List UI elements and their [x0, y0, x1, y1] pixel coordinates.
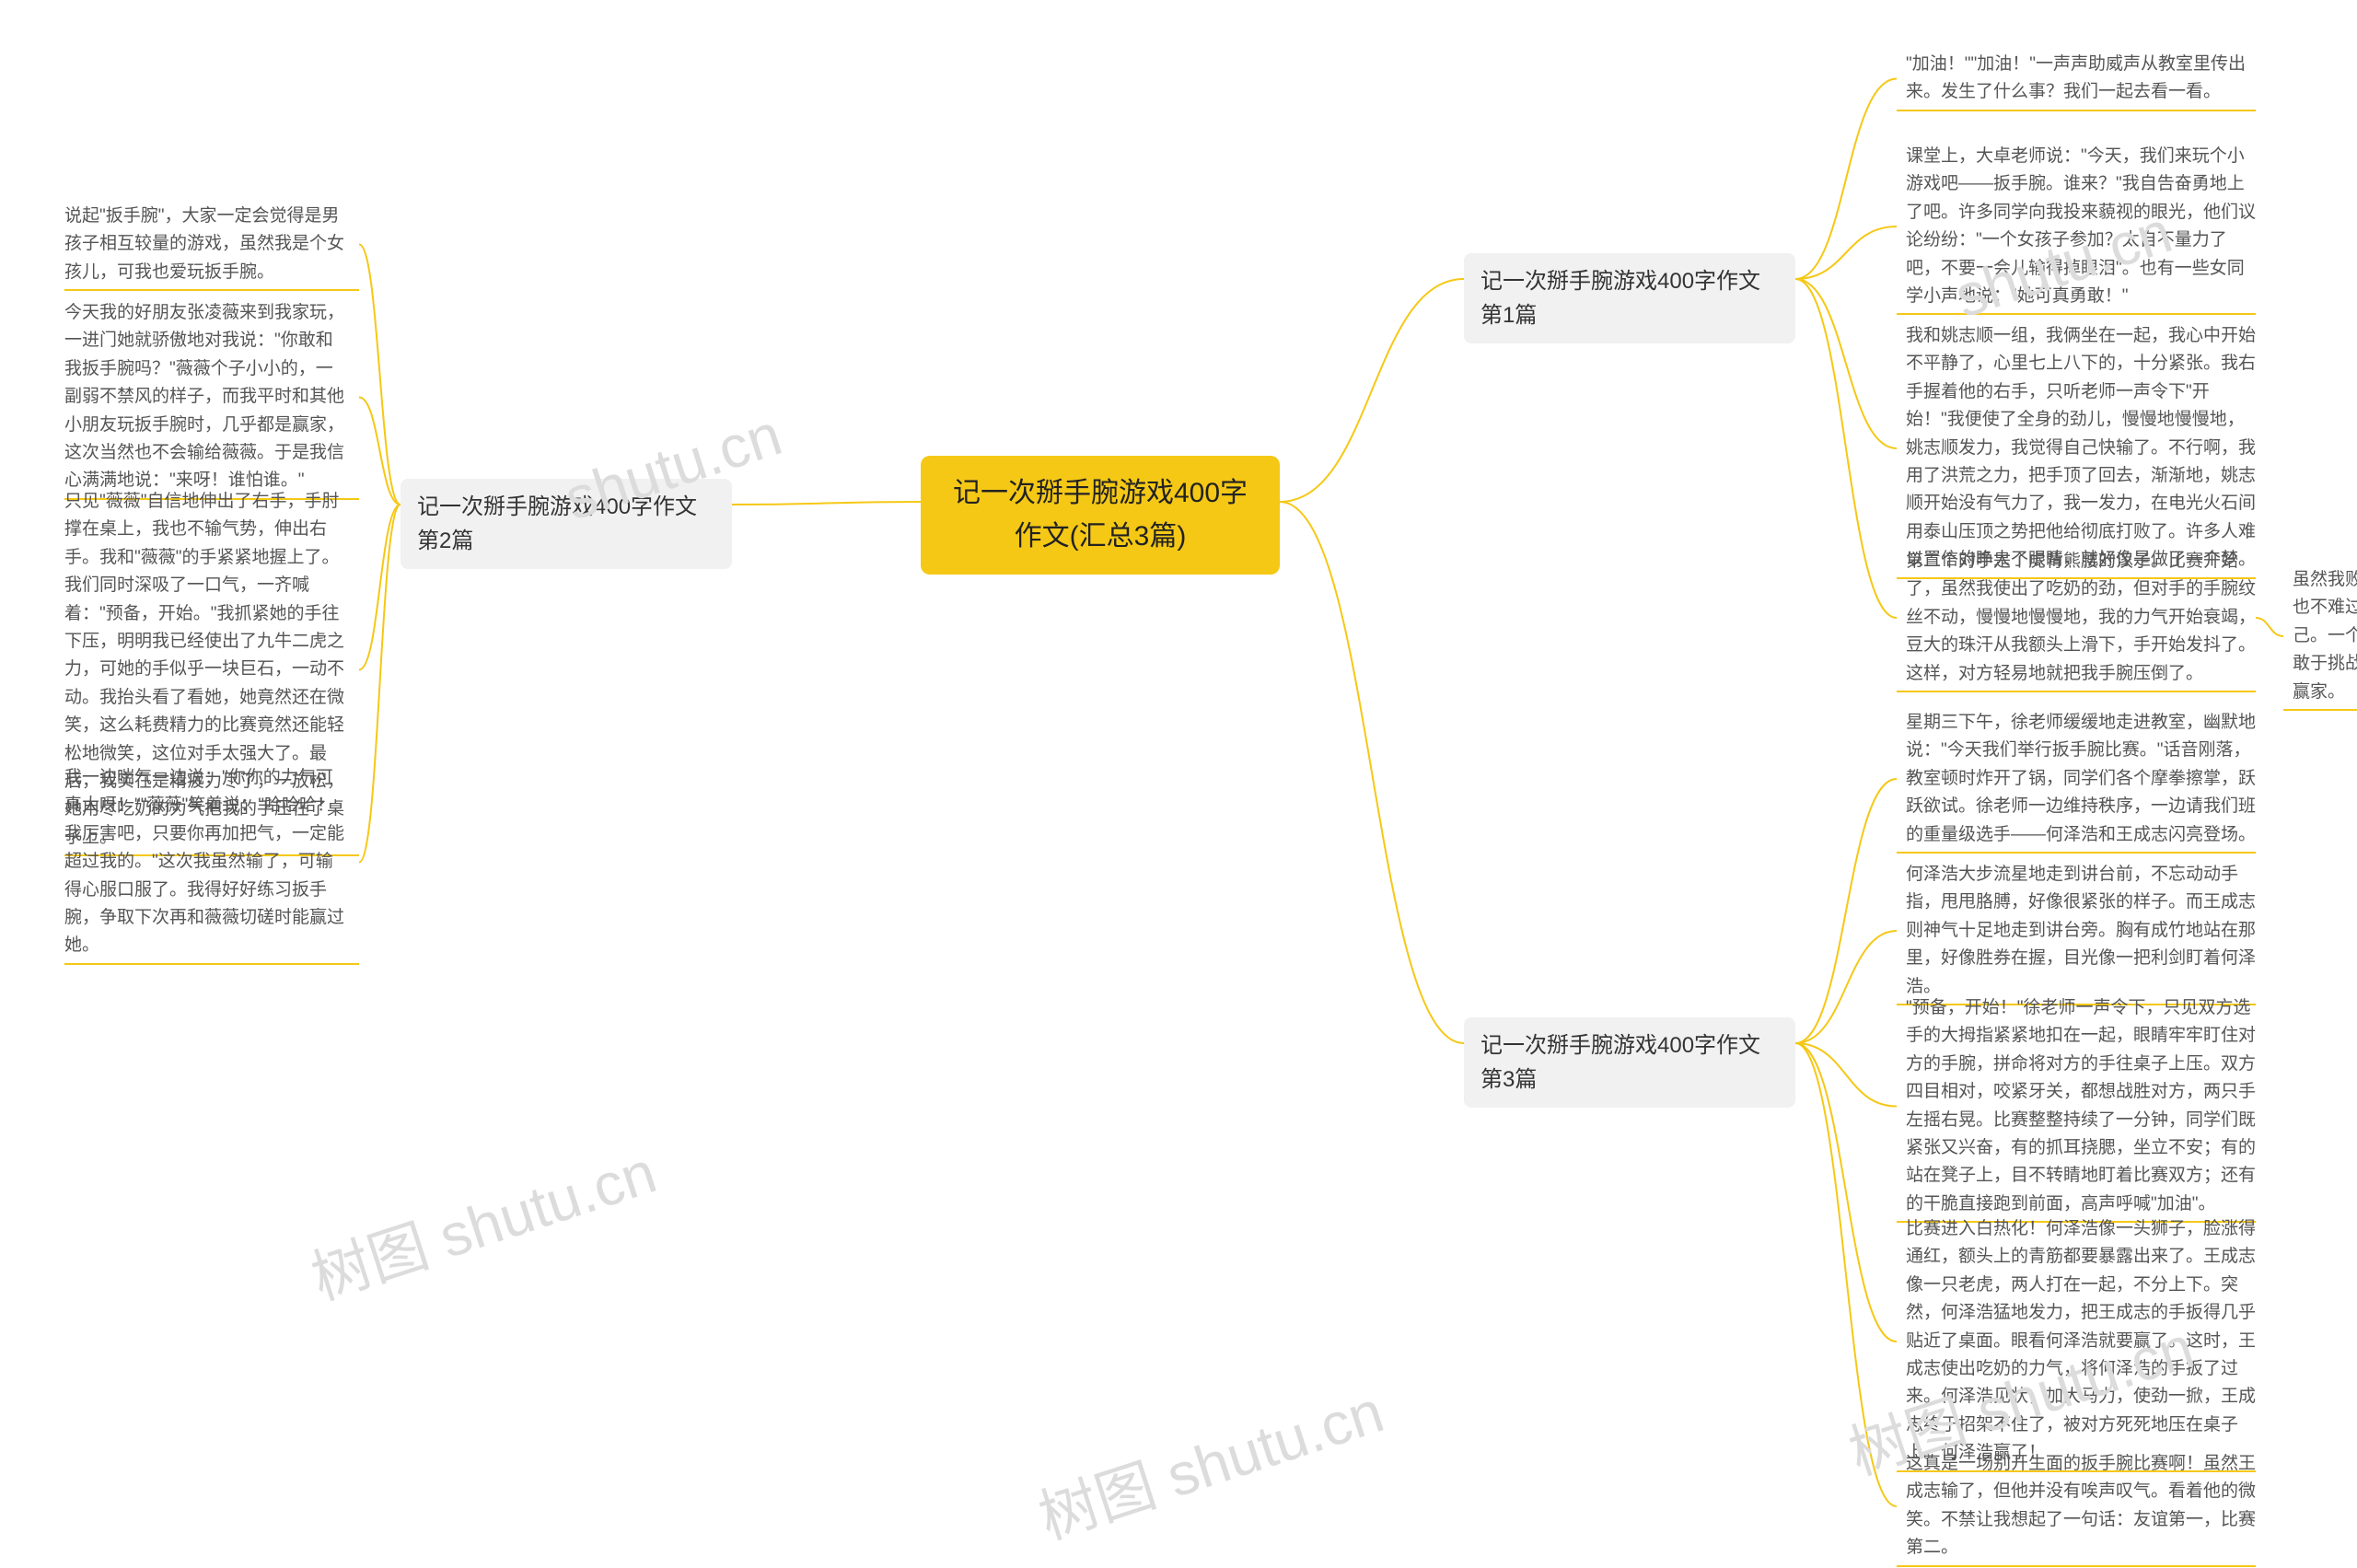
- leaf-node: 今天我的好朋友张凌薇来到我家玩，一进门她就骄傲地对我说："你敢和我扳手腕吗？"薇…: [64, 299, 350, 495]
- leaf-node: 虽然我败下阵来，但我却一点也不难过，因为我战胜了自己。一个游戏告诉了我，只要敢于…: [2293, 566, 2357, 706]
- root-node: 记一次掰手腕游戏400字 作文(汇总3篇): [921, 456, 1280, 575]
- leaf-node: "预备，开始！"徐老师一声令下，只见双方选手的大拇指紧紧地扣在一起，眼睛牢牢盯住…: [1906, 994, 2256, 1218]
- leaf-node: 我一边喘气一边说："你你的力气可真大呀！""薇薇"笑着说："哈哈哈！我厉害吧，只…: [64, 764, 350, 960]
- branch-label: 记一次掰手腕游戏400字作文 第3篇: [1480, 1033, 1760, 1092]
- branch-node: 记一次掰手腕游戏400字作文 第2篇: [401, 479, 732, 569]
- leaf-node: 这真是一场别开生面的扳手腕比赛啊！虽然王成志输了，但他并没有唉声叹气。看着他的微…: [1906, 1450, 2256, 1562]
- leaf-node: 星期三下午，徐老师缓缓地走进教室，幽默地说："今天我们举行扳手腕比赛。"话音刚落…: [1906, 709, 2256, 849]
- leaf-node: 何泽浩大步流星地走到讲台前，不忘动动手指，甩甩胳膊，好像很紧张的样子。而王成志则…: [1906, 861, 2256, 1001]
- leaf-node: "加油！""加油！"一声声助威声从教室里传出来。发生了什么事？我们一起去看一看。: [1906, 51, 2256, 107]
- branch-node: 记一次掰手腕游戏400字作文 第3篇: [1464, 1017, 1795, 1108]
- watermark: 树图 shutu.cn: [1027, 1365, 1392, 1555]
- leaf-node: 比赛进入白热化！何泽浩像一头狮子，脸涨得通红，额头上的青筋都要暴露出来了。王成志…: [1906, 1215, 2256, 1468]
- branch-node: 记一次掰手腕游戏400字作文 第1篇: [1464, 253, 1795, 343]
- branch-label: 记一次掰手腕游戏400字作文 第1篇: [1480, 269, 1760, 328]
- watermark: 树图 shutu.cn: [299, 1125, 665, 1316]
- leaf-node: 我和姚志顺一组，我俩坐在一起，我心中开始不平静了，心里七上八下的，十分紧张。我右…: [1906, 322, 2256, 575]
- branch-label: 记一次掰手腕游戏400字作文 第2篇: [417, 494, 697, 553]
- leaf-node: 说起"扳手腕"，大家一定会觉得是男孩子相互较量的游戏，虽然我是个女孩儿，可我也爱…: [64, 203, 350, 286]
- leaf-node: 课堂上，大卓老师说："今天，我们来玩个小游戏吧——扳手腕。谁来？"我自告奋勇地上…: [1906, 143, 2256, 310]
- leaf-node: 第二个对手是个虎背熊腰的汉子。比赛开始了，虽然我使出了吃奶的劲，但对手的手腕纹丝…: [1906, 548, 2256, 688]
- root-title-line2: 作文(汇总3篇): [1015, 521, 1187, 552]
- root-title-line1: 记一次掰手腕游戏400字: [953, 478, 1248, 508]
